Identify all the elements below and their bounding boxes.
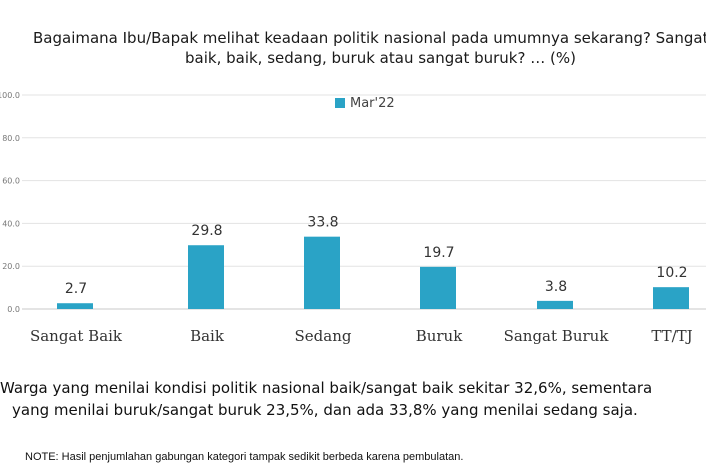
bar [537, 300, 573, 309]
data-label: 29.8 [191, 223, 222, 239]
bar [188, 245, 224, 309]
y-tick-label: 20.0 [2, 262, 20, 271]
chart-title-line-1: Bagaimana Ibu/Bapak melihat keadaan poli… [33, 29, 706, 47]
bar [304, 236, 340, 309]
y-tick-label: 100.0 [0, 91, 20, 100]
x-tick-label: Baik [190, 327, 225, 345]
summary-text: Warga yang menilai kondisi politik nasio… [0, 378, 706, 428]
legend-swatch [335, 98, 345, 108]
x-tick-label: Buruk [416, 327, 464, 345]
data-label: 19.7 [423, 245, 454, 261]
legend-label: Mar'22 [350, 96, 395, 111]
data-label: 3.8 [545, 279, 567, 295]
summary-line-1: Warga yang menilai kondisi politik nasio… [0, 379, 653, 397]
bar-chart: 0.0 20.0 40.0 60.0 80.0 100.0 2.7 29.8 33.8 19.7… [0, 91, 706, 345]
x-tick-label: Sangat Buruk [504, 327, 610, 345]
data-label: 10.2 [656, 265, 687, 281]
footnote: NOTE: Hasil penjumlahan gabungan kategor… [25, 451, 464, 463]
x-tick-label: TT/TJ [651, 327, 692, 345]
chart-title-line-2: baik, baik, sedang, buruk atau sangat bu… [185, 49, 576, 67]
data-label: 2.7 [65, 281, 87, 297]
gridlines [22, 94, 706, 310]
y-tick-label: 60.0 [2, 177, 20, 186]
x-tick-label: Sedang [295, 327, 352, 345]
bar [57, 303, 93, 309]
bar [420, 266, 456, 309]
summary-line-2: yang menilai buruk/sangat buruk 23,5%, d… [12, 401, 638, 419]
y-tick-label: 80.0 [2, 134, 20, 143]
bar [653, 287, 689, 309]
x-tick-label: Sangat Baik [30, 327, 123, 345]
legend: Mar'22 [335, 96, 395, 111]
data-label: 33.8 [307, 215, 338, 231]
y-tick-label: 40.0 [2, 219, 20, 228]
x-axis-labels: Sangat Baik Baik Sedang Buruk Sangat Buruk TT… [30, 327, 693, 345]
y-axis-ticks: 0.0 20.0 40.0 60.0 80.0 100.0 [0, 91, 20, 314]
bars [57, 236, 689, 309]
data-labels: 2.7 29.8 33.8 19.7 3.8 10.2 [65, 215, 688, 298]
y-tick-label: 0.0 [7, 305, 20, 314]
